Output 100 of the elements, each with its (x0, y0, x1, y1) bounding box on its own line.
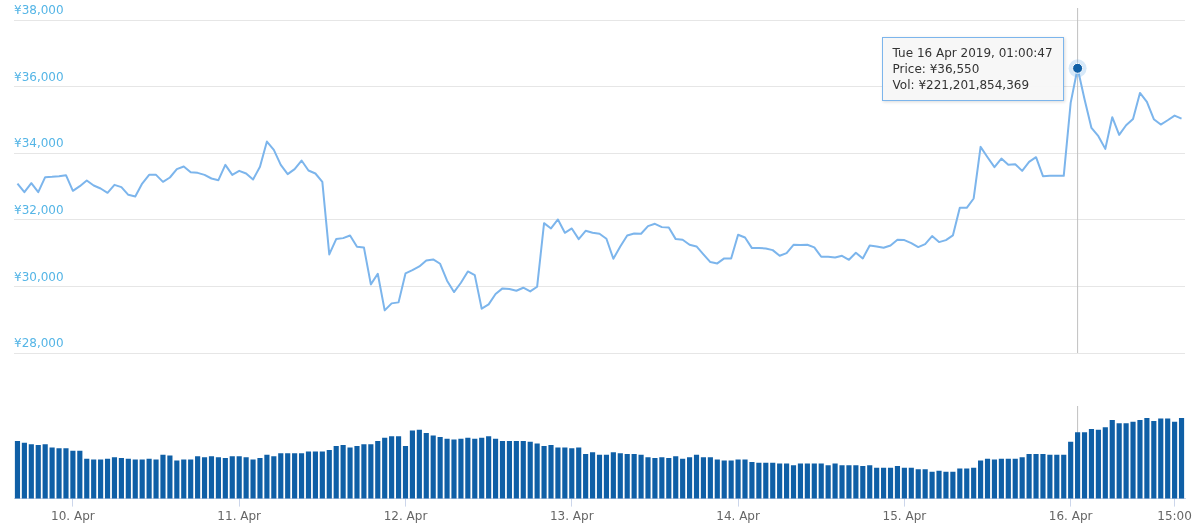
y-tick-label: ¥32,000 (14, 202, 64, 217)
bar (91, 459, 97, 499)
bar (603, 454, 610, 499)
bar (181, 459, 187, 499)
bar (784, 463, 790, 499)
bar (368, 444, 374, 499)
bar (576, 447, 582, 499)
annotation: Tue 16 Apr 2019, 01:00:47 Price: ¥36,550 Vol: ¥221,201,854,369 (881, 37, 1064, 102)
bar (402, 445, 409, 499)
bar (964, 468, 970, 499)
y-tick-label: ¥38,000 (14, 3, 64, 18)
bar (707, 457, 713, 499)
bar (1054, 454, 1060, 499)
bar (139, 459, 145, 499)
bar (77, 450, 83, 499)
bar (1178, 418, 1185, 499)
bar (21, 442, 27, 499)
bar (790, 465, 797, 499)
bar (479, 437, 485, 499)
bar (278, 453, 284, 499)
bar (395, 436, 402, 499)
bar (825, 465, 831, 499)
bar (292, 453, 298, 499)
bar (492, 438, 499, 499)
bar (617, 453, 623, 499)
bar (1088, 428, 1095, 499)
bar (174, 460, 180, 499)
bar (132, 459, 138, 499)
bar (389, 436, 395, 499)
bar (1102, 427, 1108, 499)
bar (14, 441, 21, 499)
bar (1005, 458, 1011, 499)
bar (693, 454, 700, 499)
bar (867, 465, 873, 499)
bar (298, 453, 305, 499)
bar (520, 441, 526, 499)
bar (285, 453, 291, 499)
bar (569, 448, 575, 499)
bar (208, 456, 215, 499)
bar (894, 466, 901, 499)
x-tick-label: 12. Apr (383, 508, 428, 523)
bar (700, 457, 707, 499)
bar (84, 458, 90, 499)
bar (28, 444, 34, 499)
bar (513, 441, 519, 499)
bar (777, 463, 783, 499)
bar (1019, 457, 1025, 499)
bar (901, 467, 907, 499)
x-tick-label: 14. Apr (716, 508, 760, 523)
bar (35, 445, 41, 499)
x-tick-label: 15. Apr (882, 508, 927, 523)
bar (195, 456, 201, 499)
bar (118, 457, 124, 499)
bar (271, 456, 277, 499)
bar (1109, 420, 1115, 499)
bar (375, 441, 381, 499)
bar (409, 430, 415, 499)
bar (763, 462, 769, 499)
bar (714, 459, 720, 499)
bar (104, 458, 111, 499)
bar (98, 459, 104, 499)
x-tick-label: 15:00 (1157, 508, 1192, 523)
bar (215, 457, 221, 499)
bar (111, 457, 118, 499)
bar (125, 458, 131, 499)
bar (583, 453, 589, 499)
bar (721, 460, 727, 499)
bar (797, 463, 804, 499)
bar (673, 456, 679, 499)
bar (1095, 429, 1101, 499)
bar (1012, 458, 1018, 499)
bar (971, 467, 977, 499)
y-tick-label: ¥36,000 (14, 69, 64, 84)
bar (1061, 454, 1067, 499)
bar (770, 462, 776, 499)
bar (416, 429, 422, 499)
bar (991, 459, 998, 499)
bar (804, 463, 810, 499)
bar (1172, 421, 1178, 499)
bar (506, 441, 512, 499)
bar (222, 457, 228, 499)
bar (957, 468, 963, 499)
bar (666, 457, 672, 499)
x-tick-label: 11. Apr (217, 508, 262, 523)
bar (887, 467, 894, 499)
bar (1165, 418, 1171, 499)
bar (423, 432, 429, 499)
y-tick-label: ¥30,000 (14, 269, 64, 284)
bar (319, 451, 325, 499)
x-tick-label: 10. Apr (51, 508, 95, 523)
y-tick-label: ¥34,000 (14, 136, 64, 151)
bar (305, 451, 312, 499)
bar (728, 460, 734, 499)
bar (188, 459, 194, 499)
bar (881, 467, 887, 499)
bar (499, 441, 506, 499)
bar (1158, 418, 1164, 499)
bar (984, 458, 991, 499)
bar (486, 436, 492, 499)
bar (1068, 441, 1074, 499)
